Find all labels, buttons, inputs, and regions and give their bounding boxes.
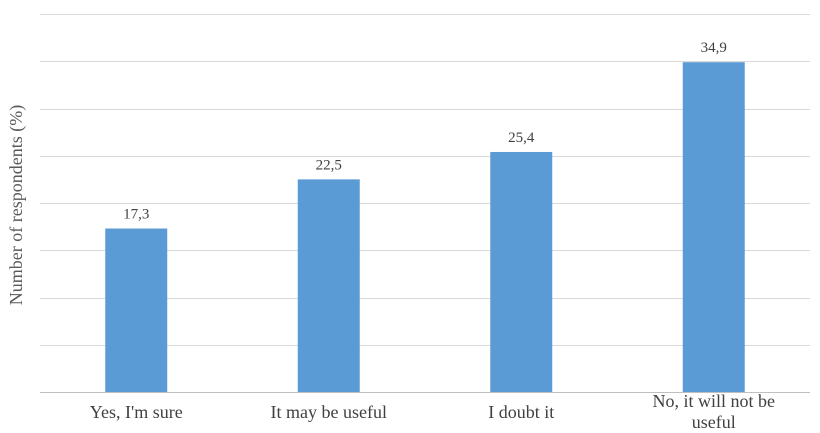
data-label: 17,3 [123, 207, 149, 223]
data-label: 22,5 [316, 157, 342, 173]
x-tick-label: No, it will not be [653, 391, 776, 411]
bar [682, 62, 745, 392]
data-labels: 17,3 22,5 25,4 34,9 [123, 40, 727, 222]
gridlines [40, 14, 810, 393]
bar [105, 228, 168, 392]
y-axis-title: Number of respondents (%) [6, 105, 27, 305]
data-label: 25,4 [508, 130, 535, 146]
bar [297, 179, 360, 392]
bars [105, 62, 745, 392]
x-axis-tick-labels: Yes, I'm sure It may be useful I doubt it N… [90, 391, 775, 432]
data-label: 34,9 [701, 40, 727, 56]
x-tick-label: I doubt it [488, 402, 554, 422]
bar [490, 151, 553, 392]
x-tick-label: Yes, I'm sure [90, 402, 183, 422]
x-tick-label: It may be useful [271, 402, 387, 422]
x-tick-label: useful [692, 412, 736, 432]
